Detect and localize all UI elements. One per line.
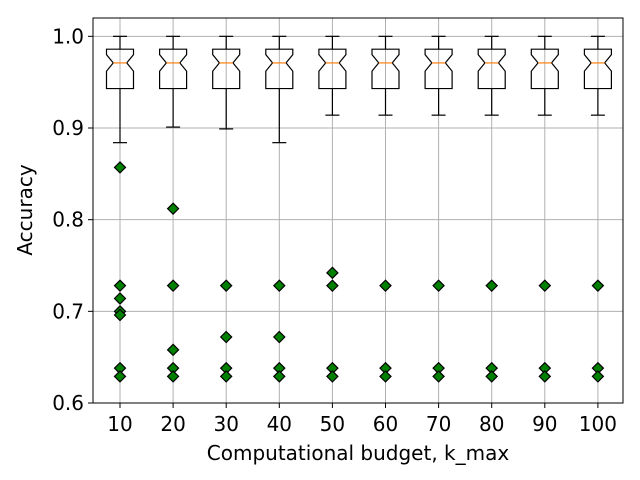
flier-point xyxy=(113,370,127,383)
flier-point xyxy=(432,279,445,293)
box-series xyxy=(105,35,612,144)
box-60 xyxy=(371,35,400,116)
axis-ticks: 10 20 30 40 50 60 70 80 90 100 0.6 0.7 0.8 0.9 1.0 xyxy=(52,24,617,436)
box-body xyxy=(530,48,559,90)
flier-point xyxy=(538,370,552,383)
plot-frame xyxy=(92,17,624,404)
box-100 xyxy=(583,35,612,116)
flier-point xyxy=(272,330,286,344)
x-tick-label: 80 xyxy=(479,412,504,436)
flier-point xyxy=(166,370,180,383)
flier-point xyxy=(326,370,339,383)
box-body xyxy=(212,48,241,90)
flier-point xyxy=(113,161,127,174)
x-tick-label: 20 xyxy=(160,412,185,436)
flier-point xyxy=(272,370,286,383)
box-body xyxy=(105,48,135,90)
flier-point xyxy=(538,279,552,293)
box-body xyxy=(477,48,506,90)
flier-point xyxy=(432,370,445,383)
flier-point xyxy=(591,279,605,293)
x-tick-label: 70 xyxy=(426,412,451,436)
x-tick-label: 40 xyxy=(267,412,292,436)
x-tick-label: 90 xyxy=(532,412,557,436)
y-tick-label: 0.9 xyxy=(52,116,84,140)
box-80 xyxy=(477,35,506,116)
box-90 xyxy=(530,35,559,116)
flier-series xyxy=(113,161,605,383)
flier-point xyxy=(219,330,233,344)
box-body xyxy=(159,48,188,90)
flier-point xyxy=(113,292,127,305)
x-tick-label: 10 xyxy=(107,412,132,436)
flier-point xyxy=(219,279,233,293)
x-tick-label: 60 xyxy=(373,412,398,436)
flier-point xyxy=(379,279,392,293)
x-axis-label: Computational budget, k_max xyxy=(207,441,510,465)
flier-point xyxy=(272,279,286,293)
x-tick-label: 50 xyxy=(320,412,345,436)
y-axis-label: Accuracy xyxy=(13,164,37,255)
box-body xyxy=(424,48,453,90)
flier-point xyxy=(485,279,499,293)
flier-point xyxy=(166,279,180,293)
box-body xyxy=(583,48,612,90)
flier-point xyxy=(379,370,392,383)
box-10 xyxy=(105,35,135,144)
box-body xyxy=(371,48,400,90)
box-40 xyxy=(265,35,294,144)
box-30 xyxy=(212,35,241,130)
box-20 xyxy=(159,35,188,128)
x-tick-label: 30 xyxy=(213,412,238,436)
y-tick-label: 0.7 xyxy=(52,299,84,323)
box-50 xyxy=(318,35,347,116)
flier-point xyxy=(219,370,233,383)
flier-point xyxy=(166,202,180,216)
flier-point xyxy=(326,266,339,280)
y-tick-label: 1.0 xyxy=(52,24,84,48)
y-tick-label: 0.6 xyxy=(52,391,84,415)
box-70 xyxy=(424,35,453,116)
x-tick-label: 100 xyxy=(579,412,617,436)
y-tick-label: 0.8 xyxy=(52,208,84,232)
flier-point xyxy=(166,343,180,357)
flier-point xyxy=(113,279,127,293)
flier-point xyxy=(326,279,339,293)
box-body xyxy=(318,48,347,90)
box-body xyxy=(265,48,294,90)
flier-point xyxy=(485,370,499,383)
flier-point xyxy=(113,308,127,322)
flier-point xyxy=(591,370,605,383)
